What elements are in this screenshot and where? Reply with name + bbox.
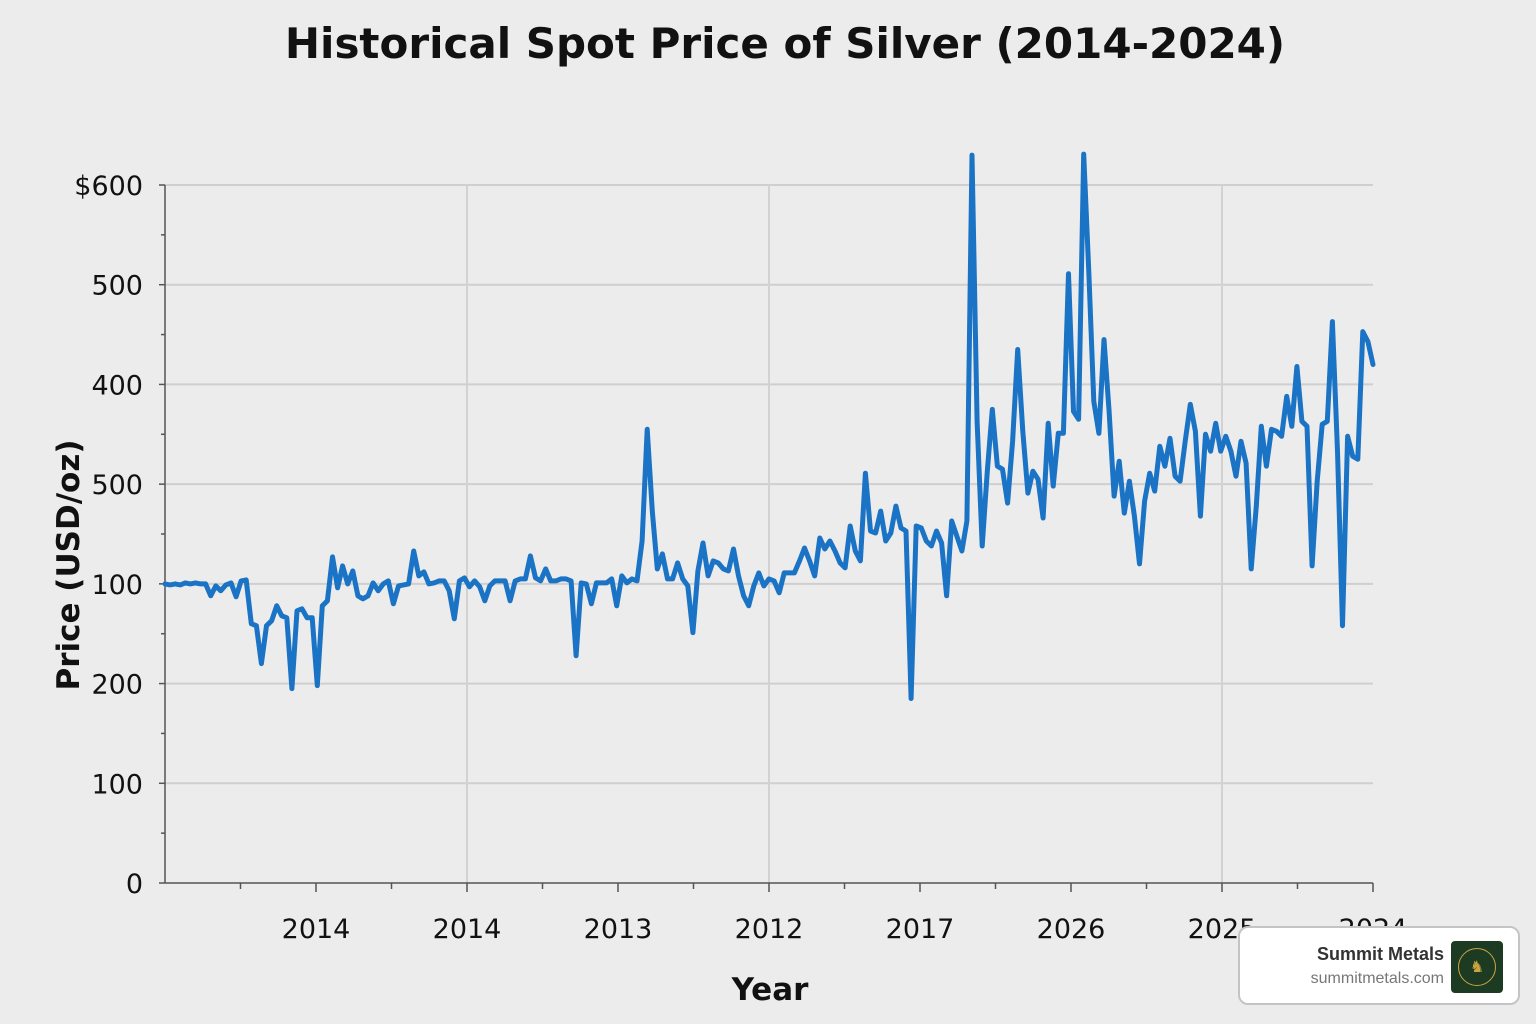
source-badge[interactable]: Summit Metals summitmetals.com ♞ xyxy=(1238,926,1520,1005)
y-axis-label: Price (USD/oz) xyxy=(51,439,87,690)
y-tick-label: $600 xyxy=(74,171,143,202)
x-tick-label: 2014 xyxy=(433,914,502,945)
gridlines xyxy=(165,184,1373,883)
badge-brand-name: Summit Metals xyxy=(1316,944,1444,964)
y-tick-label: 200 xyxy=(91,670,143,701)
y-tick-label: 400 xyxy=(91,370,143,401)
y-tick-label: 100 xyxy=(91,769,143,800)
x-tick-label: 2014 xyxy=(282,914,351,945)
y-tick-label: 500 xyxy=(91,271,143,302)
chart-title: Historical Spot Price of Silver (2014-20… xyxy=(285,19,1285,68)
summit-metals-logo-icon: ♞ xyxy=(1451,941,1503,993)
series-line-silver-price xyxy=(162,151,1376,701)
badge-url: summitmetals.com xyxy=(1310,970,1444,987)
axes xyxy=(159,184,1374,892)
y-tick-label: 500 xyxy=(91,470,143,501)
x-tick-label: 2013 xyxy=(584,914,653,945)
x-tick-label: 2012 xyxy=(735,914,804,945)
y-tick-label: 0 xyxy=(126,869,143,900)
x-tick-label: 2017 xyxy=(886,914,955,945)
x-axis-label: Year xyxy=(731,972,810,1008)
x-tick-label: 2026 xyxy=(1037,914,1106,945)
y-tick-labels: 0 100 200 100 500 400 500 $600 xyxy=(74,171,143,900)
y-tick-label: 100 xyxy=(91,570,143,601)
